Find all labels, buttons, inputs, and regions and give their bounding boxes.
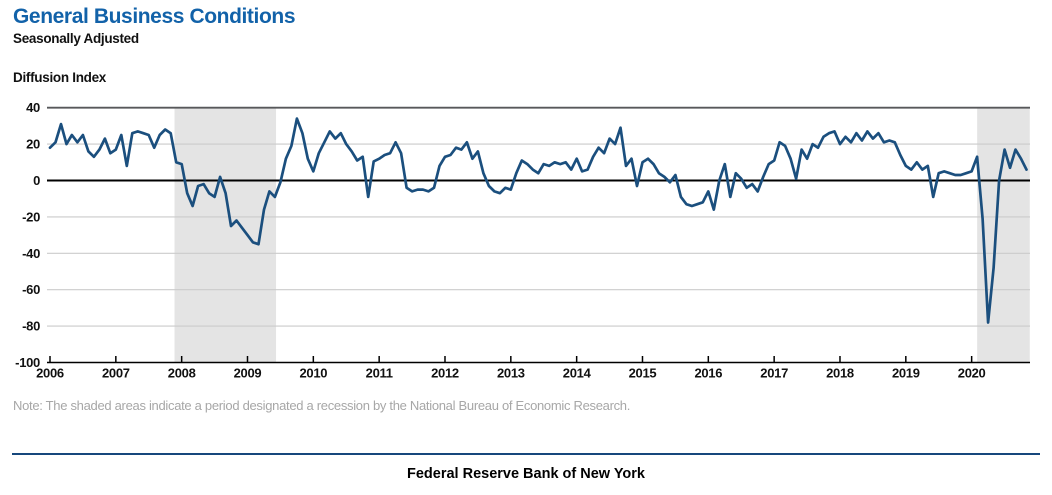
x-axis-label: 2010 [299, 366, 327, 381]
chart-note: Note: The shaded areas indicate a period… [13, 398, 631, 413]
recession-band [977, 107, 1030, 363]
x-axis-label: 2018 [826, 366, 854, 381]
x-axis-label: 2017 [760, 366, 788, 381]
x-axis-label: 2009 [234, 366, 262, 381]
x-axis-label: 2020 [958, 366, 986, 381]
y-axis-label: -60 [22, 282, 40, 297]
page-subtitle: Seasonally Adjusted [13, 31, 139, 46]
y-axis-label: -20 [22, 209, 40, 224]
x-axis-label: 2012 [431, 366, 459, 381]
y-axis-label: 0 [33, 173, 40, 188]
x-axis-label: 2006 [36, 366, 64, 381]
x-axis-label: 2016 [694, 366, 722, 381]
x-axis-label: 2011 [366, 366, 393, 381]
y-axis-label: -40 [22, 246, 40, 261]
x-axis-label: 2013 [497, 366, 525, 381]
y-axis-title: Diffusion Index [13, 70, 106, 85]
x-axis-label: 2015 [629, 366, 657, 381]
footer-divider [12, 453, 1040, 455]
footer-org-name: Federal Reserve Bank of New York [406, 466, 645, 482]
x-axis-label: 2014 [563, 366, 592, 381]
x-axis-label: 2007 [102, 366, 130, 381]
x-axis-label: 2019 [892, 366, 920, 381]
y-axis-label: 20 [26, 137, 40, 152]
data-line [48, 117, 1028, 324]
y-axis-label: -100 [15, 355, 40, 370]
y-axis-label: 40 [26, 100, 40, 115]
y-axis-label: -80 [22, 319, 40, 334]
page-title: General Business Conditions [13, 5, 296, 28]
x-axis-label: 2008 [168, 366, 196, 381]
